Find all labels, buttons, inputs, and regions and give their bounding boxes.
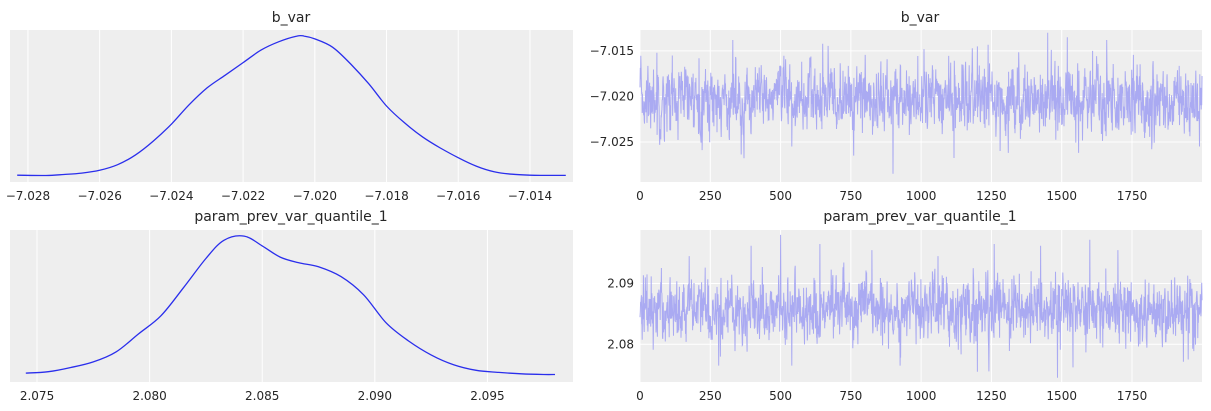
x-tick-label: −7.020 [293,189,337,203]
x-tick-label: 2.095 [470,389,504,403]
x-tick-label: 1250 [976,389,1007,403]
y-tick-label: −7.025 [590,135,634,149]
x-tick-label: −7.028 [6,189,50,203]
trace-panel-param-prev-var-quantile-1: param_prev_var_quantile_1 0 250 500 750 1000… [607,209,1203,403]
x-tick-label: 2.075 [20,389,54,403]
trace-b-var-chain-line [639,32,1203,174]
kde-b-var-title: b_var [272,10,311,26]
x-tick-label: −7.024 [149,189,193,203]
trace-param-title: param_prev_var_quantile_1 [823,209,1016,225]
x-tick-label: −7.018 [364,189,408,203]
x-tick-label: 750 [839,389,862,403]
x-tick-label: 0 [636,389,644,403]
x-tick-label: 1500 [1046,189,1077,203]
trace-b-var-title: b_var [901,10,940,26]
x-tick-label: −7.022 [221,189,265,203]
x-tick-label: 1750 [1117,189,1148,203]
x-tick-label: 1500 [1046,389,1077,403]
x-tick-label: 1250 [976,189,1007,203]
x-tick-label: 2.085 [245,389,279,403]
kde-b-var-plot-area [10,30,573,182]
y-tick-label: −7.015 [590,44,634,58]
x-tick-label: −7.016 [436,189,480,203]
x-tick-label: 1000 [906,389,937,403]
x-tick-label: −7.014 [508,189,552,203]
kde-panel-param-prev-var-quantile-1: param_prev_var_quantile_1 2.075 2.080 2.08… [10,209,573,403]
kde-param-density-line [25,235,556,376]
kde-param-plot-area [10,230,573,382]
x-tick-label: 2.090 [358,389,392,403]
x-tick-label: −7.026 [77,189,121,203]
kde-panel-b-var: b_var −7.028 −7.026 −7.024 −7.022 −7.020 −7.0… [6,10,573,203]
y-tick-label: 2.08 [607,337,634,351]
x-tick-label: 250 [699,189,722,203]
x-tick-label: 500 [769,389,792,403]
trace-param-chain-line [639,234,1203,378]
x-tick-label: 2.080 [132,389,166,403]
y-tick-label: −7.020 [590,89,634,103]
x-tick-label: 1750 [1117,389,1148,403]
y-tick-label: 2.09 [607,277,634,291]
kde-param-title: param_prev_var_quantile_1 [194,209,387,225]
trace-panel-b-var: b_var 0 250 500 750 1000 1250 1500 1750 −7.015 −7… [590,10,1203,203]
x-tick-label: 0 [636,189,644,203]
x-tick-label: 1000 [906,189,937,203]
x-tick-label: 750 [839,189,862,203]
x-tick-label: 500 [769,189,792,203]
kde-b-var-density-line [17,34,566,177]
x-tick-label: 250 [699,389,722,403]
